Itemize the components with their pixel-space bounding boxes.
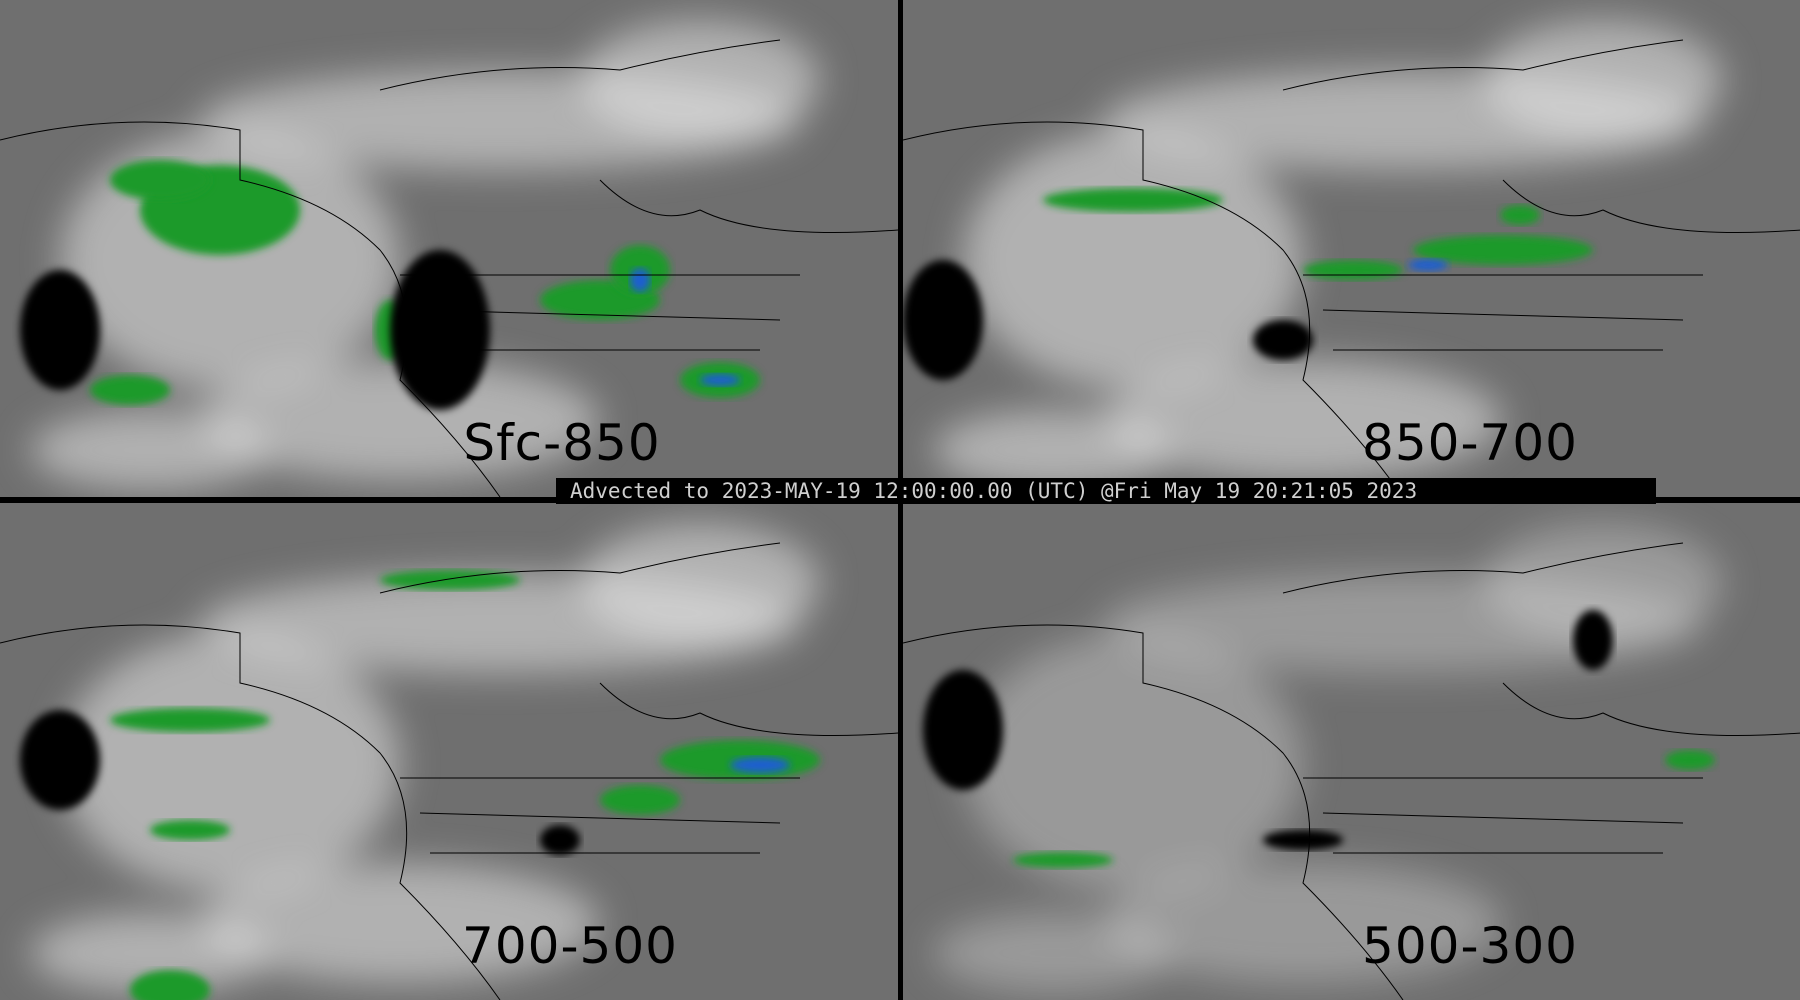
masked-area [20, 710, 100, 810]
precip-area [110, 708, 270, 732]
masked-area [390, 250, 490, 410]
coastline-borders [0, 542, 898, 1000]
precip-area [1665, 750, 1715, 770]
moisture-plume [1483, 523, 1723, 643]
moisture-plume [580, 20, 820, 140]
moisture-plume [963, 633, 1303, 893]
heavy-precip-area [630, 268, 650, 292]
precip-area [90, 375, 170, 405]
moisture-plume [30, 913, 270, 993]
heavy-precip-area [730, 757, 790, 773]
timestamp-caption: Advected to 2023-MAY-19 12:00:00.00 (UTC… [556, 478, 1656, 504]
moisture-plume [1483, 20, 1723, 140]
coastline-borders [903, 542, 1800, 1000]
panel-sfc-850: Sfc-850 [0, 0, 898, 497]
panel-label: Sfc-850 [463, 414, 661, 472]
masked-area [903, 260, 983, 380]
map-layer-500-300 [903, 523, 1800, 1000]
precip-area [1043, 188, 1223, 212]
precip-area [600, 785, 680, 815]
heavy-precip-area [1408, 259, 1448, 271]
panel-label: 850-700 [1362, 414, 1578, 472]
moisture-plume [60, 633, 400, 893]
moisture-plume [933, 913, 1173, 993]
panel-850-700: 850-700 [903, 0, 1800, 497]
moisture-plume [30, 410, 270, 490]
panel-700-500: 700-500 [0, 503, 898, 1000]
masked-area [1253, 320, 1313, 360]
moisture-plume [200, 863, 600, 983]
masked-area [20, 270, 100, 390]
moisture-plume [200, 360, 600, 480]
moisture-plume [1103, 863, 1503, 983]
precip-area [1013, 852, 1113, 868]
moisture-plume [933, 410, 1173, 490]
moisture-plume [963, 130, 1303, 390]
masked-area [1573, 610, 1613, 670]
coastline-borders [0, 39, 898, 497]
panel-label: 500-300 [1362, 917, 1578, 975]
map-layer-700-500 [0, 523, 898, 1000]
panel-500-300: 500-300 [903, 503, 1800, 1000]
masked-area [540, 825, 580, 855]
coastline-borders [903, 39, 1800, 497]
heavy-precip-area [700, 374, 740, 386]
masked-area [923, 670, 1003, 790]
precip-area [1303, 260, 1403, 280]
precip-area [110, 160, 210, 200]
precip-area [1413, 235, 1593, 265]
moisture-plume [580, 523, 820, 643]
moisture-plume [1103, 360, 1503, 480]
map-layer-sfc-850 [0, 20, 898, 497]
precip-area [1500, 205, 1540, 225]
precip-area [150, 820, 230, 840]
panel-label: 700-500 [462, 917, 678, 975]
masked-area [1263, 830, 1343, 850]
map-layer-850-700 [903, 20, 1800, 497]
precip-area [130, 970, 210, 1000]
